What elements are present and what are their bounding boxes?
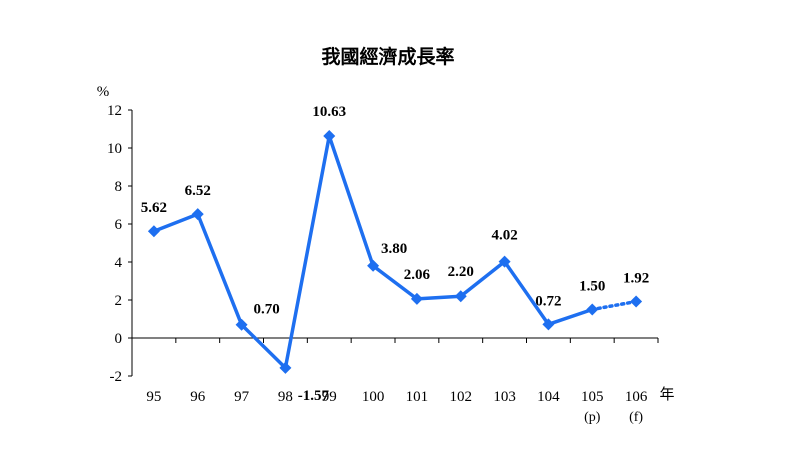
series-line: [153, 134, 593, 370]
y-tick-label: 12: [107, 103, 122, 119]
data-label: 2.20: [448, 264, 474, 280]
x-tick-note: (f): [629, 410, 643, 425]
y-tick-label: 2: [115, 293, 123, 309]
data-point-marker: [410, 292, 423, 305]
y-tick-label: -2: [110, 369, 123, 385]
data-label: 0.72: [535, 293, 561, 309]
data-label: 3.80: [381, 241, 407, 257]
data-point-marker: [191, 208, 204, 221]
x-axis-unit-label: 年: [659, 386, 674, 403]
chart-title: 我國經濟成長率: [321, 45, 454, 68]
data-point-marker: [498, 255, 511, 268]
x-tick-label: 98: [278, 389, 293, 405]
x-tick-label: 102: [450, 389, 473, 405]
x-tick-label: 97: [234, 389, 250, 405]
y-tick-label: 6: [115, 217, 123, 233]
data-label: 10.63: [312, 104, 346, 120]
x-tick-label: 106: [625, 389, 648, 405]
y-tick-label: 8: [115, 179, 123, 195]
x-tick-label: 105: [581, 389, 604, 405]
data-point-marker: [542, 318, 555, 331]
x-tick-label: 99: [322, 389, 337, 405]
x-tick-note: (p): [584, 410, 601, 425]
data-point-marker: [630, 295, 643, 308]
data-label: 5.62: [141, 200, 167, 216]
x-tick-label: 96: [190, 389, 206, 405]
data-point-marker: [235, 318, 248, 331]
x-tick-label: 101: [406, 389, 429, 405]
y-tick-label: 4: [115, 255, 123, 271]
data-point-marker: [147, 225, 160, 238]
y-axis-unit-label: %: [97, 84, 110, 100]
data-label: 6.52: [185, 183, 211, 199]
data-label: 0.70: [253, 302, 279, 318]
x-tick-label: 104: [537, 389, 560, 405]
y-tick-label: 0: [115, 331, 123, 347]
data-label: 4.02: [491, 228, 517, 244]
data-point-marker: [323, 130, 336, 143]
data-point-marker: [586, 303, 599, 316]
data-label: 2.06: [404, 267, 431, 283]
x-tick-label: 103: [493, 389, 516, 405]
data-label: -1.57: [298, 388, 330, 404]
data-point-marker: [454, 290, 467, 303]
forecast-dotted-segment: [590, 299, 638, 312]
y-tick-label: 10: [107, 141, 122, 157]
data-point-marker: [279, 361, 292, 374]
data-point-marker: [367, 259, 380, 272]
x-tick-label: 95: [146, 389, 161, 405]
data-label: 1.92: [623, 271, 649, 287]
data-label: 1.50: [579, 279, 605, 295]
x-tick-label: 100: [362, 389, 385, 405]
